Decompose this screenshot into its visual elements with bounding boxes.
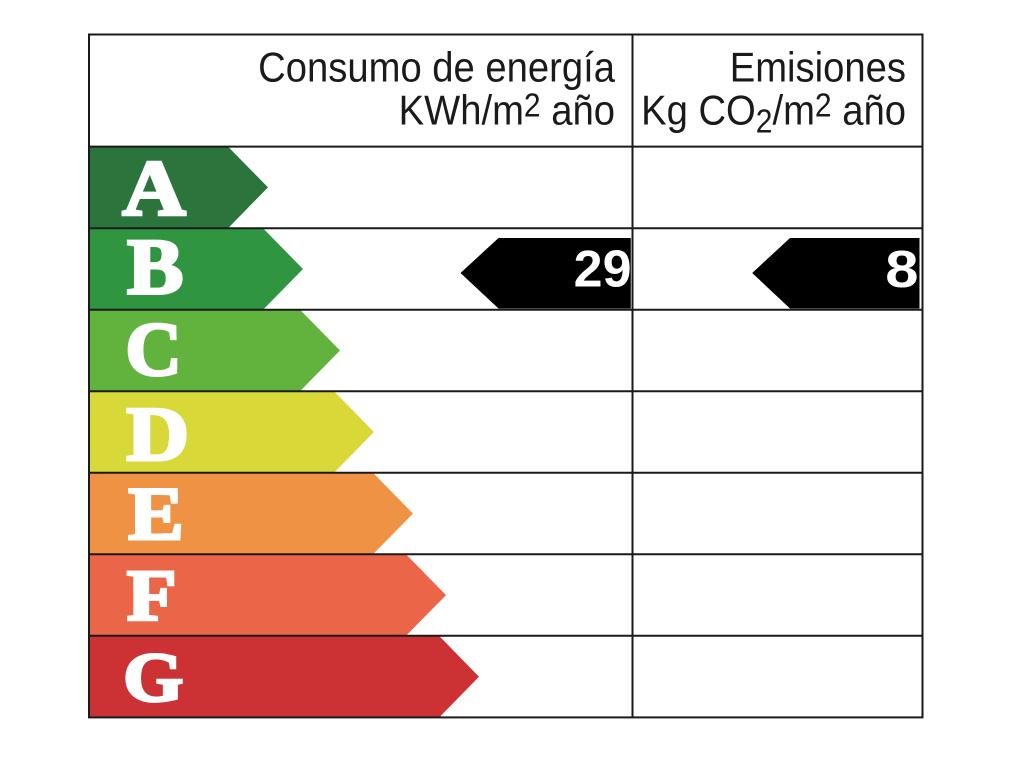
svg-text:G: G — [123, 639, 183, 717]
svg-text:A: A — [122, 146, 185, 233]
svg-text:D: D — [126, 391, 189, 476]
svg-text:Consumo de energía: Consumo de energía — [258, 44, 615, 91]
svg-text:B: B — [127, 223, 183, 311]
svg-text:F: F — [127, 555, 177, 636]
svg-text:Kg CO2/m2 año: Kg CO2/m2 año — [641, 86, 906, 140]
svg-text:E: E — [128, 472, 184, 556]
svg-text:C: C — [125, 307, 181, 392]
svg-text:KWh/m2 año: KWh/m2 año — [399, 86, 615, 134]
svg-text:8: 8 — [885, 240, 918, 298]
svg-text:Emisiones: Emisiones — [730, 44, 906, 91]
svg-text:29: 29 — [574, 241, 632, 299]
